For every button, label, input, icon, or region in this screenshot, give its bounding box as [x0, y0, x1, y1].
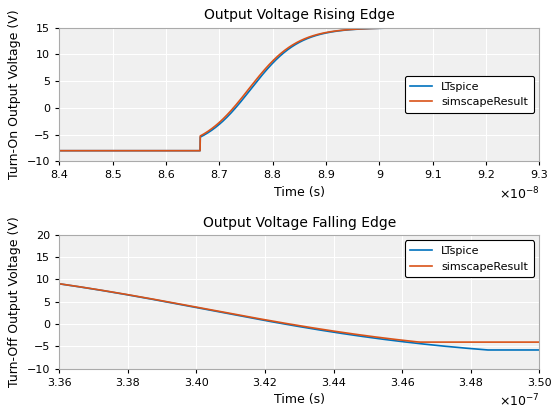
simscapeResult	[56, 148, 63, 153]
simscapeResult	[414, 25, 421, 30]
Y-axis label: Turn-On Output Voltage (V): Turn-On Output Voltage (V)	[8, 10, 21, 179]
simscapeResult	[239, 94, 246, 99]
simscapeResult	[143, 295, 150, 300]
simscapeResult	[451, 25, 458, 30]
Text: $\times10^{-8}$: $\times10^{-8}$	[498, 186, 539, 202]
simscapeResult	[536, 25, 543, 30]
LTspice	[143, 296, 150, 301]
Title: Output Voltage Rising Edge: Output Voltage Rising Edge	[204, 8, 395, 22]
simscapeResult	[143, 148, 150, 153]
simscapeResult	[239, 313, 246, 318]
Text: $\times10^{-7}$: $\times10^{-7}$	[498, 393, 539, 409]
Line: LTspice: LTspice	[59, 28, 539, 151]
LTspice	[239, 97, 246, 102]
LTspice	[414, 341, 421, 346]
LTspice	[344, 27, 351, 32]
simscapeResult	[536, 340, 543, 345]
simscapeResult	[56, 281, 63, 286]
simscapeResult	[368, 334, 375, 339]
Legend: LTspice, simscapeResult: LTspice, simscapeResult	[405, 240, 534, 277]
LTspice	[368, 26, 375, 31]
simscapeResult	[414, 339, 421, 344]
LTspice	[451, 25, 458, 30]
LTspice	[344, 332, 351, 337]
X-axis label: Time (s): Time (s)	[274, 186, 325, 199]
simscapeResult	[416, 340, 423, 345]
Line: simscapeResult: simscapeResult	[59, 284, 539, 342]
X-axis label: Time (s): Time (s)	[274, 393, 325, 406]
Title: Output Voltage Falling Edge: Output Voltage Falling Edge	[203, 215, 396, 230]
LTspice	[451, 344, 458, 349]
simscapeResult	[368, 26, 375, 31]
Legend: LTspice, simscapeResult: LTspice, simscapeResult	[405, 76, 534, 113]
LTspice	[536, 25, 543, 30]
simscapeResult	[344, 331, 351, 336]
Line: simscapeResult: simscapeResult	[59, 28, 539, 151]
LTspice	[414, 25, 421, 30]
LTspice	[56, 281, 63, 286]
Y-axis label: Turn-Off Output Voltage (V): Turn-Off Output Voltage (V)	[8, 216, 21, 387]
LTspice	[536, 347, 543, 352]
LTspice	[143, 148, 150, 153]
LTspice	[368, 335, 375, 340]
LTspice	[484, 347, 491, 352]
Line: LTspice: LTspice	[59, 284, 539, 350]
LTspice	[56, 148, 63, 153]
simscapeResult	[344, 27, 351, 32]
simscapeResult	[451, 340, 458, 345]
LTspice	[239, 314, 246, 319]
